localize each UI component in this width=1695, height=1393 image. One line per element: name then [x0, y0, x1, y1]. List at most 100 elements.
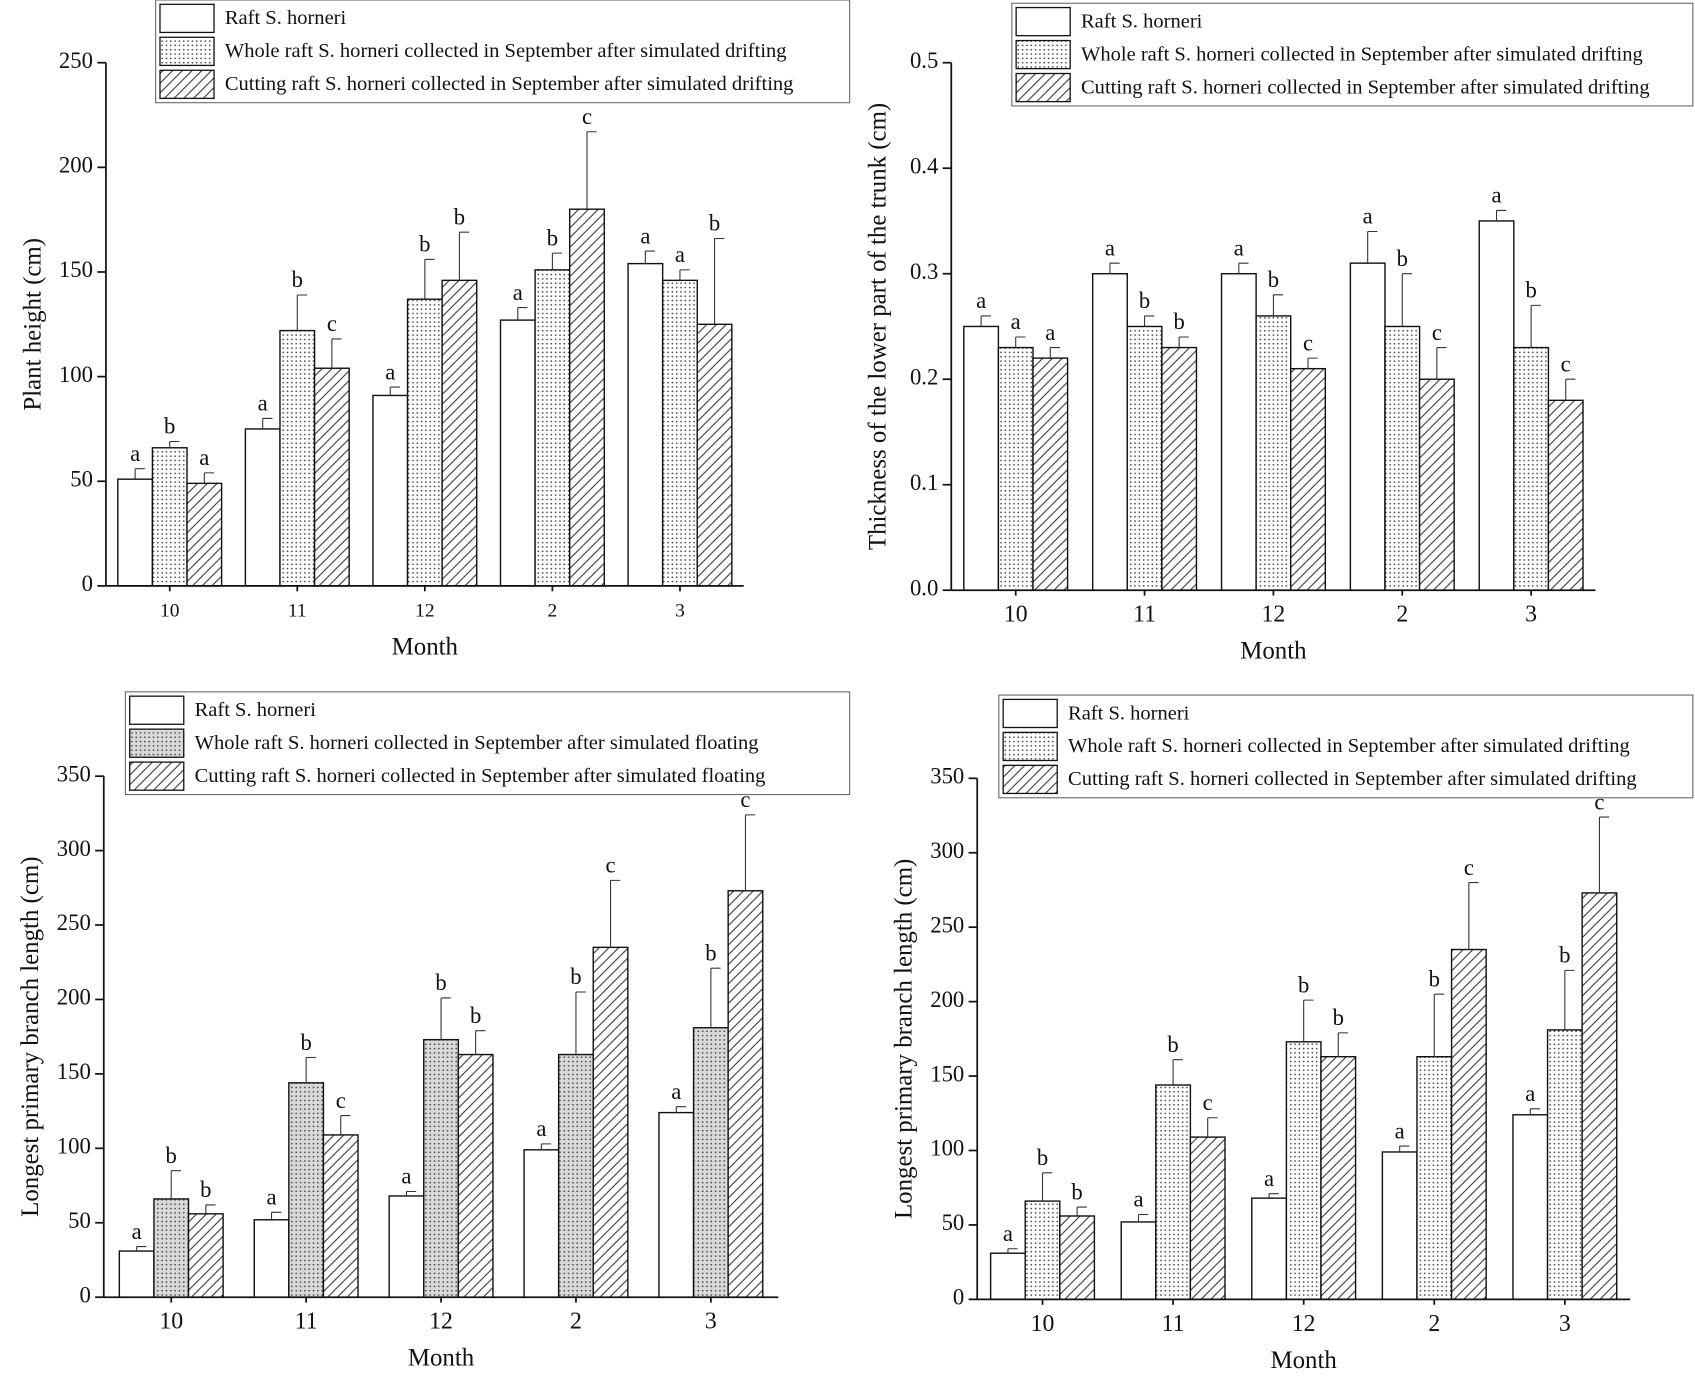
- legend-swatch: [159, 69, 215, 100]
- y-tick-label: 250: [57, 910, 91, 935]
- bar: [534, 269, 571, 587]
- bar: [1512, 1114, 1549, 1301]
- significance-letter: a: [199, 445, 209, 470]
- error-bar: [1007, 1248, 1018, 1254]
- bar: [1450, 948, 1487, 1301]
- error-bar: [305, 1056, 316, 1083]
- error-bar: [1049, 347, 1061, 359]
- y-tick-label: 0.2: [910, 364, 938, 389]
- y-tick-label: 350: [930, 764, 964, 789]
- significance-letter: a: [1133, 1187, 1143, 1212]
- significance-letter: a: [976, 288, 986, 313]
- y-axis-label: Longest primary branch length (cm): [17, 857, 44, 1217]
- significance-letter: c: [1432, 320, 1442, 345]
- error-bar: [675, 1106, 687, 1113]
- bar: [151, 447, 188, 587]
- y-tick-label: 0.4: [910, 153, 938, 178]
- significance-letter: b: [166, 1143, 177, 1168]
- y-tick-label: 50: [942, 1210, 965, 1235]
- y-tick-label: 150: [930, 1061, 964, 1086]
- error-bar: [262, 417, 273, 429]
- x-tick-label: 10: [160, 600, 179, 621]
- significance-letter: b: [1139, 288, 1150, 313]
- significance-letter: a: [130, 441, 140, 466]
- y-tick-label: 150: [57, 1059, 91, 1084]
- y-axis-label: Thickness of the lower part of the trunk…: [865, 103, 892, 550]
- bar: [253, 1219, 290, 1298]
- x-tick-label: 11: [295, 1309, 318, 1335]
- significance-letter: a: [1045, 320, 1055, 345]
- x-tick-label: 12: [1292, 1311, 1316, 1337]
- bar: [388, 1195, 425, 1298]
- bar: [523, 1149, 560, 1298]
- bar: [288, 1082, 325, 1298]
- bar: [727, 890, 764, 1298]
- error-bar: [203, 472, 215, 484]
- bar: [1290, 367, 1327, 591]
- x-tick-label: 3: [675, 600, 685, 621]
- legend-label: Raft S. horneri: [1081, 10, 1203, 32]
- error-bar: [1433, 993, 1444, 1057]
- bar: [279, 329, 316, 587]
- error-bar: [679, 269, 690, 281]
- error-bar: [710, 967, 721, 1028]
- error-bar: [575, 991, 586, 1055]
- significance-letter: b: [1525, 278, 1536, 303]
- x-tick-label: 2: [548, 600, 558, 621]
- error-bar: [1272, 294, 1284, 316]
- significance-letter: a: [675, 242, 685, 267]
- significance-letter: b: [1071, 1179, 1082, 1204]
- error-bar: [458, 231, 470, 281]
- significance-letter: b: [1333, 1005, 1344, 1030]
- significance-letter: b: [1268, 267, 1279, 292]
- y-tick-label: 150: [59, 257, 93, 282]
- bar: [1126, 325, 1163, 591]
- significance-letter: b: [200, 1177, 211, 1202]
- bar: [658, 1111, 695, 1298]
- legend-label: Whole raft S. horneri collected in Septe…: [1081, 43, 1643, 65]
- bar: [661, 279, 698, 587]
- y-tick-label: 300: [57, 836, 91, 861]
- y-tick-label: 0: [953, 1285, 964, 1310]
- error-bar: [1207, 1117, 1218, 1138]
- x-tick-label: 10: [1031, 1311, 1055, 1337]
- significance-letter: b: [1173, 309, 1184, 334]
- error-bar: [1178, 336, 1189, 348]
- significance-letter: a: [640, 223, 650, 248]
- error-bar: [440, 997, 451, 1040]
- significance-letter: a: [1491, 183, 1501, 208]
- y-tick-label: 100: [59, 362, 93, 387]
- bar: [1418, 378, 1455, 591]
- y-axis-label: Plant height (cm): [19, 238, 46, 411]
- legend-box: [1011, 2, 1694, 107]
- legend-label: Cutting raft S. horneri collected in Sep…: [1068, 768, 1637, 790]
- bar: [1320, 1056, 1357, 1301]
- significance-letter: c: [327, 311, 337, 336]
- bar: [963, 325, 1000, 591]
- bar: [406, 298, 443, 587]
- error-bar: [405, 1190, 417, 1196]
- error-bar: [551, 252, 563, 270]
- significance-letter: b: [300, 1030, 311, 1055]
- error-bar: [1076, 1206, 1087, 1216]
- significance-letter: b: [547, 225, 558, 250]
- bar: [153, 1198, 190, 1298]
- y-tick-label: 0.3: [910, 259, 938, 284]
- x-tick-label: 3: [1525, 602, 1537, 628]
- error-bar: [1144, 315, 1155, 327]
- x-tick-label: 11: [1162, 1311, 1185, 1337]
- significance-letter: b: [1298, 972, 1309, 997]
- legend-swatch: [1015, 39, 1071, 70]
- y-tick-label: 200: [930, 987, 964, 1012]
- legend-box: [998, 694, 1694, 799]
- bar: [423, 1038, 460, 1298]
- y-tick-label: 250: [59, 48, 93, 73]
- legend-label: Cutting raft S. horneri collected in Sep…: [195, 765, 766, 787]
- bar: [1581, 892, 1618, 1301]
- legend-label: Whole raft S. horneri collected in Septe…: [195, 732, 759, 754]
- x-tick-label: 12: [1262, 602, 1286, 628]
- y-tick-label: 200: [57, 985, 91, 1010]
- x-tick-label: 10: [159, 1309, 183, 1335]
- legend-swatch: [1002, 731, 1058, 762]
